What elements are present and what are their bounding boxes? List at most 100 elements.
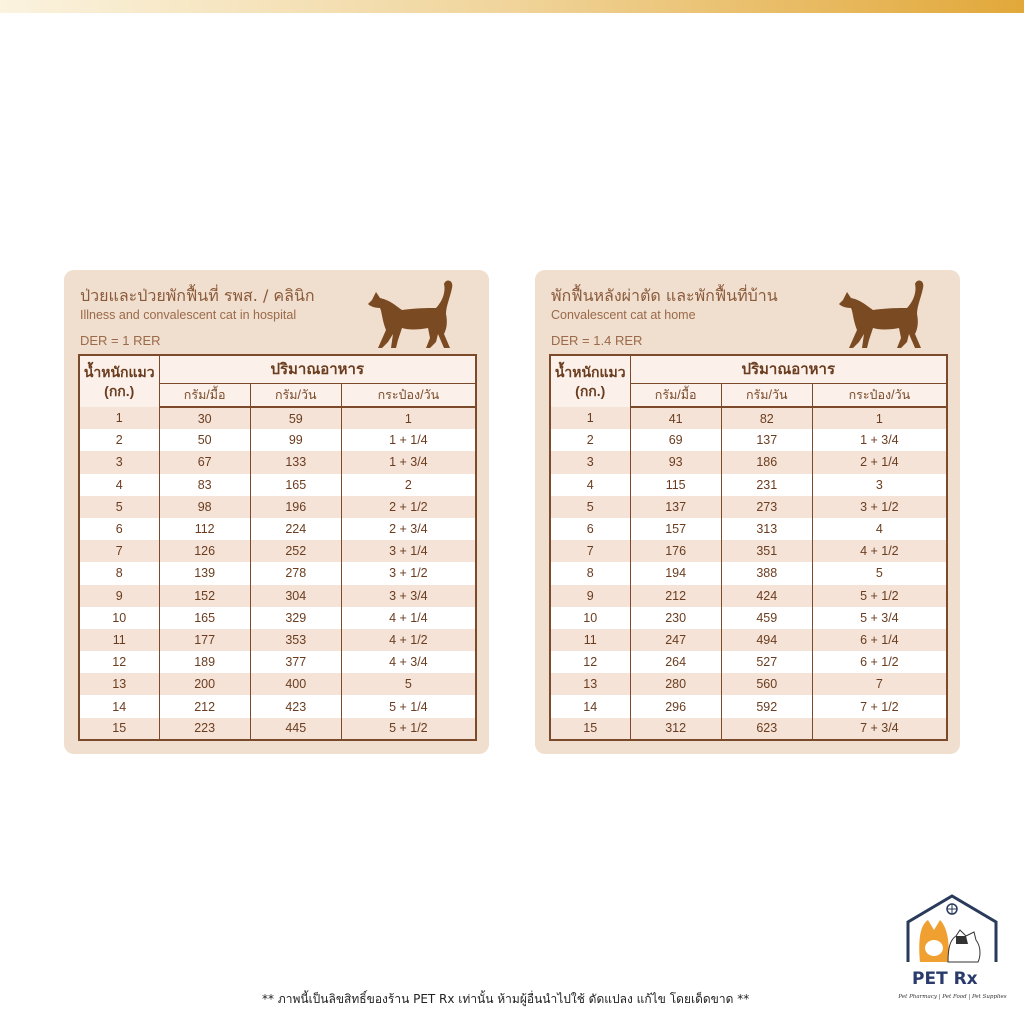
- feeding-table: น้ำหนักแมว (กก.) ปริมาณอาหาร กรัม/มื้อ กร…: [78, 354, 477, 741]
- weight-header-label: น้ำหนักแมว: [83, 363, 155, 380]
- weight-cell: 7: [550, 540, 631, 563]
- grams-per-day-cell: 329: [250, 606, 342, 629]
- cans-per-day-cell: 2: [341, 473, 477, 496]
- weight-cell: 5: [79, 495, 160, 518]
- weight-unit-label: (กก.): [104, 382, 135, 399]
- table-row: 13 280 560 7: [550, 673, 948, 696]
- cans-per-day-cell: 3 + 1/2: [812, 495, 948, 518]
- grams-per-day-cell: 353: [250, 628, 342, 652]
- grams-per-meal-cell: 137: [630, 495, 722, 518]
- table-row: 4 115 231 3: [550, 473, 948, 496]
- grams-per-meal-cell: 50: [159, 429, 251, 452]
- grams-per-meal-cell: 67: [159, 451, 251, 474]
- weight-cell: 12: [79, 651, 160, 674]
- weight-header-label: น้ำหนักแมว: [554, 363, 626, 380]
- grams-per-meal-cell: 112: [159, 517, 251, 541]
- grams-per-day-cell: 186: [721, 451, 813, 474]
- weight-cell: 2: [79, 429, 160, 452]
- table-row: 1 41 82 1: [550, 407, 948, 430]
- pet-rx-logo: [906, 894, 998, 963]
- food-amount-header: ปริมาณอาหาร: [630, 355, 948, 383]
- weight-cell: 14: [79, 695, 160, 718]
- weight-cell: 6: [79, 517, 160, 541]
- weight-cell: 1: [550, 407, 631, 430]
- cans-per-day-cell: 3: [812, 473, 948, 496]
- cans-per-day-cell: 5 + 1/2: [812, 584, 948, 607]
- weight-cell: 12: [550, 651, 631, 674]
- table-row: 5 98 196 2 + 1/2: [79, 495, 477, 518]
- cans-per-day-cell: 1: [341, 407, 477, 430]
- grams-per-meal-cell: 176: [630, 540, 722, 563]
- weight-cell: 15: [550, 717, 631, 740]
- table-row: 15 223 445 5 + 1/2: [79, 717, 477, 740]
- grams-per-meal-cell: 115: [630, 473, 722, 496]
- weight-cell: 6: [550, 517, 631, 541]
- weight-cell: 8: [79, 562, 160, 585]
- grams-per-day-header: กรัม/วัน: [721, 382, 813, 408]
- weight-header: น้ำหนักแมว (กก.): [550, 355, 631, 407]
- cans-per-day-cell: 5 + 3/4: [812, 606, 948, 629]
- cans-per-day-cell: 1 + 3/4: [812, 429, 948, 452]
- weight-header: น้ำหนักแมว (กก.): [79, 355, 160, 407]
- table-row: 15 312 623 7 + 3/4: [550, 717, 948, 740]
- grams-per-meal-cell: 247: [630, 628, 722, 652]
- card-title-thai: พักฟื้นหลังผ่าตัด และพักฟื้นที่บ้าน: [551, 286, 778, 305]
- weight-cell: 10: [79, 606, 160, 629]
- grams-per-day-cell: 278: [250, 562, 342, 585]
- grams-per-meal-cell: 194: [630, 562, 722, 585]
- cans-per-day-cell: 5: [812, 562, 948, 585]
- cans-per-day-cell: 3 + 1/2: [341, 562, 477, 585]
- cans-per-day-cell: 2 + 1/4: [812, 451, 948, 474]
- walking-cat-icon: [368, 280, 453, 348]
- cans-per-day-cell: 3 + 1/4: [341, 540, 477, 563]
- cans-per-day-header: กระป๋อง/วัน: [812, 382, 948, 408]
- grams-per-meal-cell: 312: [630, 717, 722, 740]
- weight-cell: 9: [550, 584, 631, 607]
- table-row: 9 152 304 3 + 3/4: [79, 584, 477, 607]
- logo-tagline: Pet Pharmacy | Pet Food | Pet Supplies: [898, 994, 1007, 1000]
- grams-per-meal-cell: 212: [630, 584, 722, 607]
- copyright-notice: ** ภาพนี้เป็นลิขสิทธิ์ของร้าน PET Rx เท่…: [262, 992, 750, 1006]
- cans-per-day-cell: 7 + 1/2: [812, 695, 948, 718]
- cans-per-day-cell: 1 + 3/4: [341, 451, 477, 474]
- weight-cell: 3: [79, 451, 160, 474]
- weight-cell: 1: [79, 407, 160, 430]
- table-row: 10 165 329 4 + 1/4: [79, 606, 477, 629]
- card-subtitle: Convalescent cat at home: [551, 308, 696, 322]
- weight-cell: 2: [550, 429, 631, 452]
- grams-per-day-cell: 165: [250, 473, 342, 496]
- cans-per-day-cell: 5 + 1/4: [341, 695, 477, 718]
- weight-cell: 13: [550, 673, 631, 696]
- cans-per-day-cell: 7: [812, 673, 948, 696]
- grams-per-day-cell: 313: [721, 517, 813, 541]
- table-row: 10 230 459 5 + 3/4: [550, 606, 948, 629]
- weight-cell: 4: [79, 473, 160, 496]
- hospital-feeding-card: ป่วยและป่วยพักฟื้นที่ รพส. / คลินิก Illn…: [64, 270, 489, 754]
- table-row: 13 200 400 5: [79, 673, 477, 696]
- cans-per-day-cell: 4 + 1/2: [341, 628, 477, 652]
- cans-per-day-cell: 5: [341, 673, 477, 696]
- cans-per-day-cell: 6 + 1/2: [812, 651, 948, 674]
- der-label: DER = 1 RER: [80, 333, 161, 348]
- cans-per-day-cell: 1: [812, 407, 948, 430]
- weight-unit-label: (กก.): [575, 382, 606, 399]
- weight-cell: 10: [550, 606, 631, 629]
- weight-cell: 14: [550, 695, 631, 718]
- table-row: 4 83 165 2: [79, 473, 477, 496]
- weight-cell: 9: [79, 584, 160, 607]
- table-row: 3 93 186 2 + 1/4: [550, 451, 948, 474]
- grams-per-meal-cell: 69: [630, 429, 722, 452]
- table-row: 1 30 59 1: [79, 407, 477, 430]
- grams-per-day-cell: 445: [250, 717, 342, 740]
- table-row: 7 126 252 3 + 1/4: [79, 540, 477, 563]
- home-feeding-card: พักฟื้นหลังผ่าตัด และพักฟื้นที่บ้าน Conv…: [535, 270, 960, 754]
- grams-per-meal-cell: 280: [630, 673, 722, 696]
- grams-per-day-cell: 424: [721, 584, 813, 607]
- grams-per-day-cell: 423: [250, 695, 342, 718]
- grams-per-day-cell: 252: [250, 540, 342, 563]
- grams-per-day-cell: 133: [250, 451, 342, 474]
- grams-per-day-cell: 82: [721, 407, 813, 430]
- table-row: 14 212 423 5 + 1/4: [79, 695, 477, 718]
- grams-per-meal-cell: 93: [630, 451, 722, 474]
- grams-per-meal-cell: 126: [159, 540, 251, 563]
